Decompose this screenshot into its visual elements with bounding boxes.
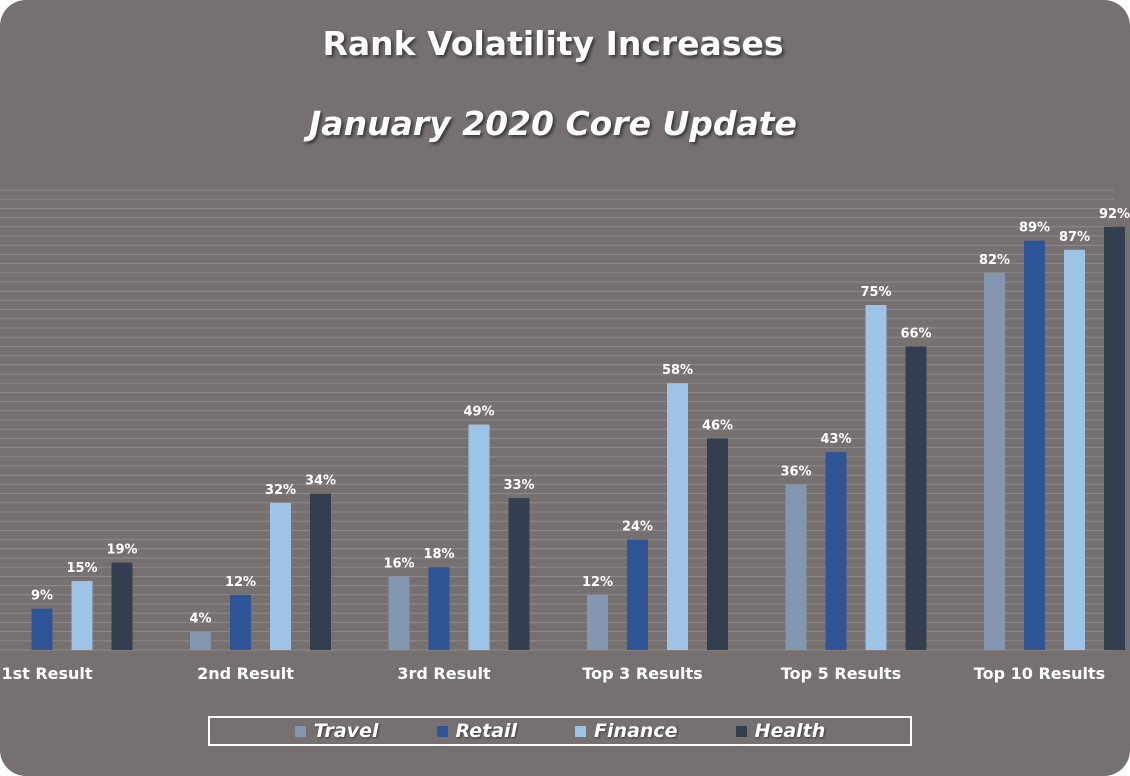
- data-label: 19%: [106, 543, 137, 558]
- x-tick-label: Top 10 Results: [974, 664, 1105, 683]
- x-tick-label: 2nd Result: [197, 664, 294, 683]
- x-tick-label: Top 5 Results: [781, 664, 901, 683]
- bar-travel: [785, 484, 807, 650]
- x-tick-label: 3rd Result: [397, 664, 491, 683]
- bar-finance: [1064, 249, 1085, 651]
- bar-travel: [388, 576, 410, 650]
- data-label: 89%: [1019, 221, 1050, 236]
- bar-retail: [31, 608, 53, 650]
- bar-finance: [667, 383, 688, 650]
- legend-swatch: [735, 725, 747, 737]
- bar-travel: [984, 272, 1005, 650]
- gridlines: [0, 189, 1114, 651]
- bars: [31, 226, 1125, 651]
- bar-health: [1104, 226, 1125, 651]
- bar-finance: [468, 424, 490, 650]
- data-label: 82%: [979, 253, 1010, 268]
- x-axis: 1st Result 2nd Result 3rd Result Top 3 Resu…: [1, 664, 1105, 683]
- data-label: 36%: [780, 464, 811, 479]
- chart-title: Rank Volatility Increases: [322, 24, 784, 63]
- data-label: 4%: [189, 612, 211, 627]
- data-label: 33%: [503, 478, 534, 493]
- bar-retail: [627, 539, 648, 650]
- legend-swatch: [294, 725, 306, 737]
- data-labels: 9% 15% 19% 4% 12% 32% 34% 16% 18% 49% 33% 12% 24% 58%…: [31, 207, 1130, 627]
- bar-travel: [190, 631, 211, 650]
- data-label: 43%: [820, 432, 851, 447]
- chart-subtitle: January 2020 Core Update: [309, 104, 797, 143]
- legend-item-travel: Travel: [294, 720, 379, 742]
- legend-label: Finance: [594, 720, 678, 742]
- data-label: 18%: [423, 547, 454, 562]
- legend-label: Retail: [455, 720, 518, 742]
- bar-finance: [865, 305, 887, 650]
- legend-swatch: [436, 725, 448, 737]
- data-label: 87%: [1059, 230, 1090, 245]
- legend-item-finance: Finance: [575, 720, 678, 742]
- data-label: 9%: [31, 589, 53, 604]
- data-label: 32%: [265, 483, 296, 498]
- bar-retail: [825, 452, 847, 650]
- data-label: 66%: [900, 326, 931, 341]
- data-label: 16%: [383, 556, 414, 571]
- legend-item-retail: Retail: [436, 720, 518, 742]
- bar-finance: [71, 581, 93, 650]
- legend-label: Health: [754, 720, 826, 742]
- bar-health: [905, 346, 927, 650]
- data-label: 12%: [582, 575, 613, 590]
- data-label: 58%: [662, 363, 693, 378]
- bar-retail: [1024, 240, 1045, 650]
- data-label: 46%: [702, 418, 733, 433]
- data-label: 24%: [622, 520, 653, 535]
- bar-retail: [428, 567, 450, 650]
- bar-health: [508, 498, 530, 650]
- data-label: 49%: [463, 405, 494, 420]
- data-label: 92%: [1099, 207, 1130, 222]
- x-tick-label: 1st Result: [1, 664, 92, 683]
- data-label: 12%: [225, 575, 256, 590]
- data-label: 34%: [305, 474, 336, 489]
- legend-swatch: [575, 725, 587, 737]
- bar-finance: [270, 502, 291, 650]
- bar-health: [310, 493, 331, 650]
- bar-health: [111, 562, 133, 650]
- legend: Travel Retail Finance Health: [208, 716, 912, 746]
- x-tick-label: Top 3 Results: [582, 664, 702, 683]
- data-label: 15%: [66, 561, 97, 576]
- data-label: 75%: [860, 285, 891, 300]
- legend-label: Travel: [313, 720, 379, 742]
- bar-retail: [230, 594, 251, 650]
- bar-travel: [587, 594, 608, 650]
- legend-item-health: Health: [735, 720, 826, 742]
- bar-health: [707, 438, 728, 650]
